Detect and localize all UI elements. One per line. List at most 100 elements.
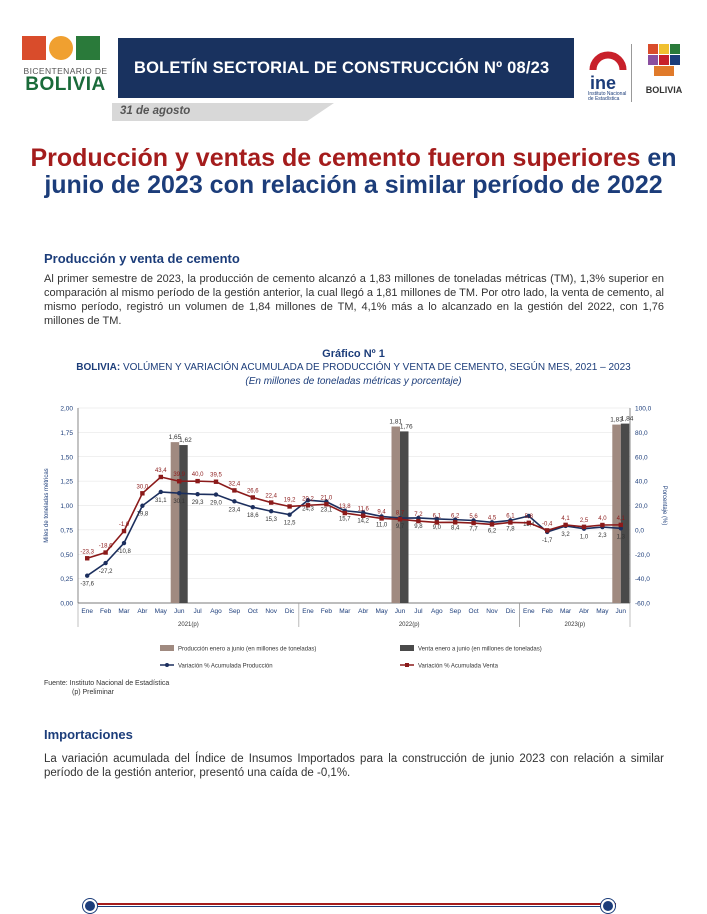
x-tick-label: Oct: [469, 608, 479, 615]
x-tick-label: Jun: [616, 608, 627, 615]
label-venta: 2,5: [580, 518, 589, 524]
graph-units: (En millones de toneladas métricas y por…: [245, 376, 462, 387]
y2-tick-label: 20,0: [635, 503, 648, 510]
x-tick-label: Jul: [414, 608, 423, 615]
x-tick-label: May: [375, 608, 388, 615]
page-headline: Producción y ventas de cemento fueron su…: [30, 145, 677, 199]
y2-axis-label: Porcentaje (%): [661, 486, 667, 526]
point-venta: [121, 528, 127, 534]
y-tick-label: 0,25: [60, 576, 73, 583]
label-produccion: -27,2: [99, 569, 113, 575]
label-produccion: 30,1: [173, 499, 185, 505]
point-venta: [103, 550, 108, 555]
point-venta: [508, 520, 513, 525]
bar-produccion: [612, 424, 621, 603]
publication-date: 31 de agosto: [120, 105, 191, 117]
point-produccion: [103, 560, 108, 566]
state-emblem-icon: [648, 44, 680, 76]
point-produccion: [250, 505, 255, 510]
point-venta: [342, 510, 347, 516]
x-tick-label: May: [155, 608, 168, 615]
point-venta: [471, 520, 476, 526]
logo-text-top: BICENTENARIO DE: [23, 66, 108, 76]
bar-produccion: [170, 442, 180, 603]
label-venta: 26,6: [247, 488, 259, 494]
label-produccion: 29,0: [210, 501, 222, 507]
label-produccion: 14,2: [357, 519, 369, 525]
x-tick-label: Feb: [542, 608, 554, 615]
x-tick-label: Ene: [523, 608, 535, 615]
label-venta: 4,0: [598, 516, 607, 522]
y-tick-label: 1,50: [60, 454, 73, 461]
section-paragraph-production: Al primer semestre de 2023, la producció…: [44, 273, 664, 327]
logo-text-bolivia: BOLIVIA: [25, 74, 106, 95]
label-produccion: 23,1: [321, 508, 333, 514]
footer-line: [86, 903, 616, 905]
ine-logo-subtext: Instituto Nacional de Estadística: [588, 91, 627, 102]
point-venta: [195, 478, 200, 484]
bulletin-title: BOLETÍN SECTORIAL DE CONSTRUCCIÓN Nº 08/…: [134, 59, 550, 77]
state-logo-text: BOLIVIA: [645, 85, 683, 95]
bar-venta-label: 1,84: [621, 416, 634, 423]
point-venta: [324, 502, 329, 507]
point-venta: [158, 474, 163, 480]
point-produccion: [305, 498, 311, 503]
x-tick-label: Ago: [210, 608, 222, 615]
label-venta: -0,4: [542, 521, 553, 527]
x-tick-label: Ene: [81, 608, 93, 615]
bar-produccion-label: 1,83: [610, 417, 623, 424]
label-produccion: 15,3: [265, 517, 277, 523]
label-venta: 21,0: [321, 495, 333, 501]
point-produccion: [140, 503, 145, 508]
label-venta: 6,2: [451, 513, 460, 519]
label-venta: -1,0: [119, 522, 130, 528]
x-tick-label: Ene: [302, 608, 314, 615]
legend-marker: [165, 663, 169, 667]
headline-red: Producción y ventas de cemento fueron su…: [30, 144, 641, 172]
label-venta: 7,2: [414, 512, 423, 518]
bar-venta: [400, 431, 409, 603]
label-venta: 4,1: [561, 516, 570, 522]
legend-label: Variación % Acumulada Venta: [418, 664, 499, 670]
point-venta: [545, 528, 550, 533]
label-venta: 32,4: [229, 481, 241, 487]
label-venta: 39,9: [173, 472, 185, 478]
x-tick-label: Jul: [193, 608, 202, 615]
y-tick-label: 0,75: [60, 527, 73, 534]
label-venta: 13,8: [339, 504, 351, 510]
label-venta: 20,2: [302, 496, 314, 502]
point-venta: [453, 520, 458, 525]
graph-number: Gráfico Nº 1: [322, 348, 385, 360]
point-venta: [232, 488, 237, 493]
date-band: 31 de agosto: [112, 103, 334, 121]
point-venta: [618, 522, 623, 528]
label-produccion: 19,8: [137, 512, 149, 518]
footer-right-dot-icon: [601, 899, 615, 913]
y-tick-label: 0,00: [60, 601, 73, 608]
y-tick-label: 1,00: [60, 503, 73, 510]
headline-blue: en junio de 2023 con relación a similar …: [44, 144, 677, 199]
label-produccion: -1,7: [542, 538, 553, 544]
bar-produccion: [391, 426, 400, 603]
point-venta: [379, 516, 384, 521]
year-label: 2021(p): [178, 622, 199, 628]
label-produccion: 12,5: [284, 521, 296, 527]
year-label: 2022(p): [399, 622, 420, 628]
legend-label: Producción enero a junio (en millones de…: [178, 647, 316, 653]
label-produccion: 24,3: [302, 506, 314, 512]
x-tick-label: Jun: [395, 608, 406, 615]
point-venta: [416, 518, 421, 524]
sun-icon: [22, 36, 46, 60]
point-venta: [581, 524, 587, 530]
x-tick-label: Mar: [560, 608, 572, 615]
point-venta: [269, 500, 274, 505]
label-produccion: 9,8: [414, 524, 423, 530]
x-tick-label: Feb: [321, 608, 333, 615]
x-tick-label: Sep: [449, 608, 461, 615]
x-tick-label: Nov: [265, 608, 277, 615]
label-venta: 8,7: [396, 510, 405, 516]
label-venta: 5,6: [469, 514, 478, 520]
x-tick-label: Sep: [229, 608, 241, 615]
legend-marker: [405, 663, 409, 667]
y-tick-label: 2,00: [60, 406, 73, 413]
